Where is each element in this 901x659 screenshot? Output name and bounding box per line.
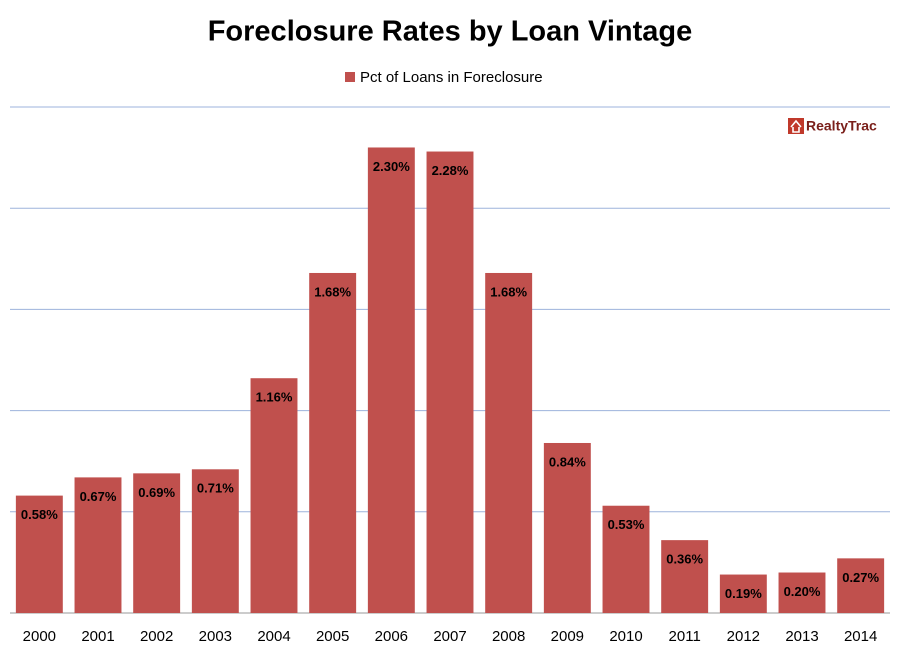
bar [543, 442, 591, 613]
bar [837, 558, 885, 613]
x-tick-label: 2011 [669, 628, 701, 645]
chart-title: Foreclosure Rates by Loan Vintage [208, 16, 693, 48]
x-tick-label: 2014 [844, 628, 877, 645]
data-label: 0.71% [197, 481, 234, 496]
legend-swatch [345, 72, 355, 82]
data-label: 0.27% [842, 570, 879, 585]
logo-text: RealtyTrac [806, 118, 877, 134]
x-tick-label: 2003 [199, 628, 232, 645]
bar [74, 477, 122, 613]
legend-label: Pct of Loans in Foreclosure [360, 69, 543, 86]
bar [661, 540, 709, 613]
bar [719, 574, 767, 613]
logo-icon [788, 118, 804, 134]
x-tick-label: 2013 [785, 628, 818, 645]
data-label: 0.58% [21, 507, 58, 522]
data-label: 2.30% [373, 159, 410, 174]
bar [602, 505, 650, 613]
data-label: 1.16% [256, 390, 293, 405]
x-tick-label: 2001 [81, 628, 114, 645]
data-label: 0.20% [784, 584, 821, 599]
bar [778, 572, 826, 613]
x-tick-label: 2002 [140, 628, 173, 645]
x-tick-label: 2008 [492, 628, 525, 645]
x-tick-label: 2004 [257, 628, 290, 645]
bar [309, 272, 357, 613]
x-tick-label: 2009 [551, 628, 584, 645]
data-label: 0.67% [80, 489, 117, 504]
data-label: 1.68% [490, 284, 527, 299]
data-label: 0.69% [138, 485, 175, 500]
data-label: 2.28% [432, 163, 469, 178]
bar [133, 473, 181, 613]
logo-house [790, 119, 802, 133]
watermark-logo: RealtyTrac [788, 118, 877, 134]
bar [426, 151, 474, 613]
bar [250, 378, 298, 613]
x-tick-label: 2010 [609, 628, 642, 645]
data-label: 0.53% [608, 517, 645, 532]
x-tick-label: 2005 [316, 628, 349, 645]
data-label: 0.84% [549, 454, 586, 469]
bar [485, 272, 533, 613]
bar [15, 495, 63, 613]
data-label: 1.68% [314, 284, 351, 299]
x-tick-label: 2012 [727, 628, 760, 645]
x-tick-label: 2007 [433, 628, 466, 645]
x-tick-label: 2006 [375, 628, 408, 645]
x-tick-label: 2000 [23, 628, 56, 645]
data-label: 0.19% [725, 586, 762, 601]
bar [367, 147, 415, 614]
data-label: 0.36% [666, 552, 703, 567]
bar [191, 469, 239, 613]
